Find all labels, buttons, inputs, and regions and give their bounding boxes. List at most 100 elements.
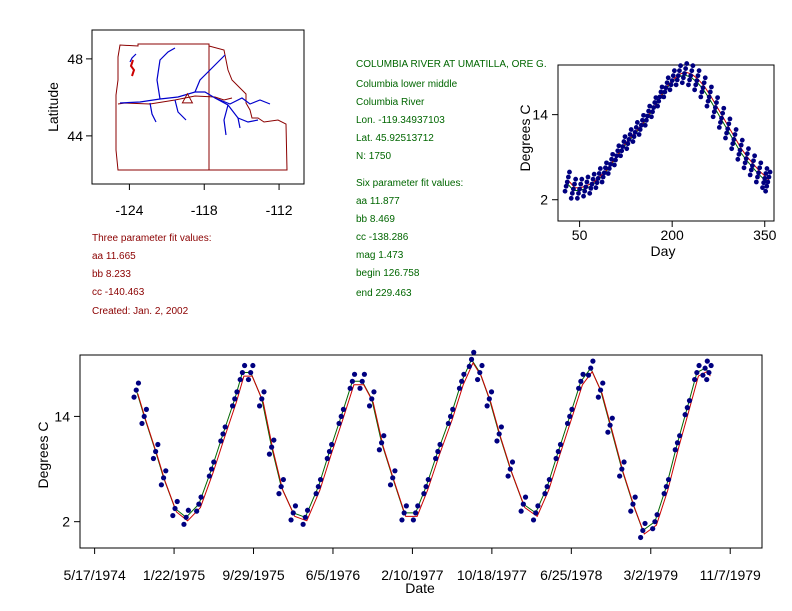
timeseries-point xyxy=(248,369,254,376)
timeseries-point xyxy=(665,476,672,483)
timeseries-point xyxy=(588,365,594,371)
timeseries-point xyxy=(590,358,596,364)
seasonal-point xyxy=(687,77,692,83)
seasonal-point xyxy=(661,94,667,100)
timeseries-point xyxy=(410,517,416,523)
seasonal-point xyxy=(727,116,733,122)
timeseries-point xyxy=(139,420,145,427)
timeseries-point xyxy=(349,378,355,384)
timeseries-point xyxy=(533,510,539,516)
timeseries-x-tick-label: 2/10/1977 xyxy=(381,567,443,583)
seasonal-point xyxy=(757,165,763,171)
timeseries-point xyxy=(498,424,504,430)
seasonal-point xyxy=(725,126,731,132)
seasonal-point xyxy=(763,171,769,176)
timeseries-point xyxy=(617,473,623,479)
timeseries-point xyxy=(468,356,475,362)
timeseries-point xyxy=(172,505,178,512)
timeseries-point xyxy=(522,494,529,500)
seasonal-point xyxy=(748,167,754,173)
three-param-line-0: Three parameter fit values: xyxy=(92,233,212,244)
seasonal-point xyxy=(643,117,649,123)
seasonal-point xyxy=(765,179,771,185)
timeseries-point xyxy=(684,405,690,411)
seasonal-point xyxy=(690,63,696,69)
six-param-line-5: begin 126.758 xyxy=(356,268,420,279)
timeseries-point xyxy=(347,385,353,391)
timeseries-point xyxy=(131,394,137,400)
seasonal-point xyxy=(741,165,747,171)
timeseries-point xyxy=(259,396,265,402)
timeseries-point xyxy=(535,503,541,509)
timeseries-point xyxy=(652,519,658,525)
seasonal-point xyxy=(744,151,750,157)
timeseries-point xyxy=(520,501,526,507)
seasonal-point xyxy=(612,162,617,168)
seasonal-y-tick-label: 2 xyxy=(540,192,548,208)
seasonal-point xyxy=(714,100,719,105)
seasonal-point xyxy=(613,157,618,163)
timeseries-point xyxy=(479,362,485,369)
seasonal-point xyxy=(684,61,690,66)
timeseries-point xyxy=(288,517,294,523)
seasonal-point xyxy=(719,115,724,121)
timeseries-point xyxy=(276,491,282,497)
timeseries-point xyxy=(700,372,706,378)
timeseries-point xyxy=(607,422,613,428)
seasonal-point xyxy=(637,127,643,132)
timeseries-x-tick-label: 9/29/1975 xyxy=(222,567,284,583)
timeseries-point xyxy=(256,403,263,409)
timeseries-point xyxy=(555,448,561,455)
seasonal-point xyxy=(675,73,681,79)
seasonal-point xyxy=(712,105,718,110)
seasonal-point xyxy=(620,144,626,149)
timeseries-point xyxy=(621,459,627,465)
seasonal-point xyxy=(707,89,713,95)
seasonal-point xyxy=(588,185,594,191)
seasonal-point xyxy=(750,163,755,169)
seasonal-point xyxy=(653,95,659,101)
seasonal-point xyxy=(732,132,738,137)
seasonal-point xyxy=(751,158,756,164)
timeseries-x-tick-label: 10/18/1977 xyxy=(457,567,527,583)
seasonal-point xyxy=(743,156,749,162)
seasonal-point xyxy=(698,94,704,100)
three-param-line-2: bb 8.233 xyxy=(92,269,131,280)
seasonal-point xyxy=(647,103,653,109)
timeseries-point xyxy=(605,429,611,435)
seasonal-point xyxy=(737,147,743,153)
seasonal-point xyxy=(711,109,717,115)
seasonal-point xyxy=(705,98,711,104)
timeseries-point xyxy=(198,494,204,500)
timeseries-point xyxy=(266,451,273,457)
map-y-axis-label: Latitude xyxy=(45,82,61,132)
timeseries-point xyxy=(245,376,252,383)
timeseries-point xyxy=(229,403,236,409)
timeseries-point xyxy=(704,358,710,364)
station-info-line-3: Lon. -119.34937103 xyxy=(356,115,445,126)
timeseries-point xyxy=(530,517,537,523)
timeseries-point xyxy=(677,433,683,439)
timeseries-point xyxy=(290,510,296,516)
timeseries-point xyxy=(445,420,451,427)
seasonal-point xyxy=(587,190,593,196)
seasonal-panel: 50 200 350 2 14 Day Degrees C xyxy=(517,61,777,259)
seasonal-point xyxy=(604,160,609,166)
seasonal-point xyxy=(568,195,574,201)
seasonal-point xyxy=(562,188,568,194)
timeseries-x-tick-label: 11/7/1979 xyxy=(700,567,761,583)
seasonal-point xyxy=(650,109,655,115)
timeseries-point xyxy=(654,512,660,518)
timeseries-point xyxy=(403,503,409,509)
seasonal-point xyxy=(730,141,736,147)
seasonal-point xyxy=(638,122,644,128)
map-x-tick-label: -118 xyxy=(191,202,218,218)
timeseries-point xyxy=(271,437,277,443)
timeseries-point xyxy=(160,475,167,481)
timeseries-point xyxy=(437,441,443,448)
timeseries-point xyxy=(423,483,429,490)
seasonal-point xyxy=(631,134,637,140)
seasonal-point xyxy=(651,105,657,110)
timeseries-y-axis-label: Degrees C xyxy=(35,422,51,489)
seasonal-point xyxy=(739,137,745,143)
